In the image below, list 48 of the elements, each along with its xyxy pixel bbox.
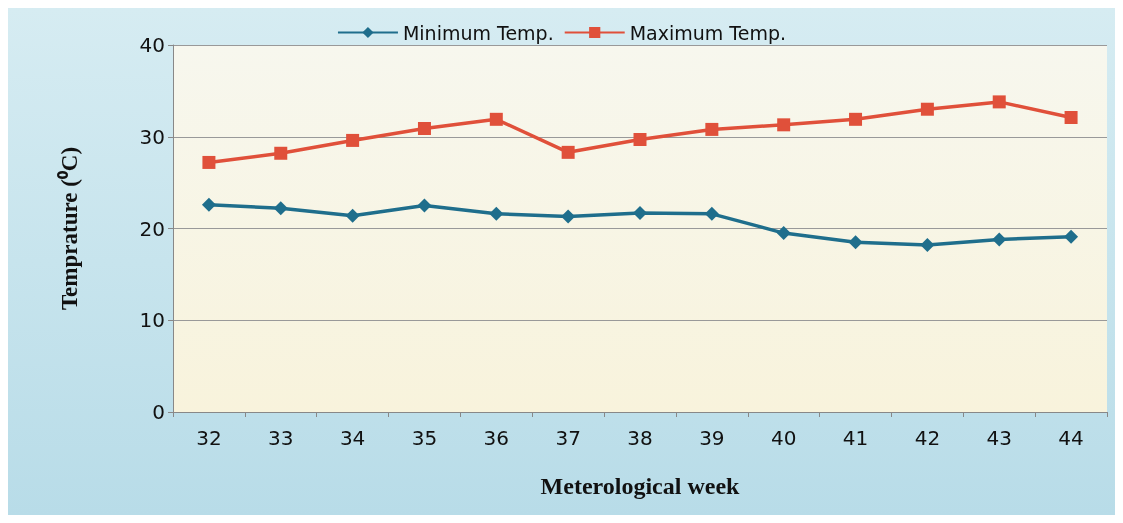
- point: [417, 121, 431, 135]
- point: [561, 209, 576, 224]
- y-axis-title: Temprature (⁰C): [56, 146, 82, 311]
- point: [776, 226, 791, 241]
- point: [1064, 229, 1079, 244]
- point: [849, 112, 863, 126]
- x-tick-label: 34: [339, 426, 366, 450]
- point: [992, 95, 1006, 109]
- x-axis-title: Meterological week: [540, 473, 741, 499]
- point: [202, 155, 216, 169]
- point: [346, 133, 360, 147]
- x-tick-label: 36: [483, 426, 510, 450]
- legend-label: Maximum Temp.: [629, 21, 787, 44]
- x-tick-label: 32: [196, 426, 222, 450]
- point: [705, 122, 719, 136]
- point: [704, 206, 719, 221]
- point: [992, 232, 1007, 247]
- point: [274, 146, 288, 160]
- x-tick-label: 33: [268, 426, 294, 450]
- legend-label: Minimum Temp.: [402, 21, 554, 44]
- x-tick-label: 42: [914, 426, 941, 450]
- point: [1064, 110, 1078, 124]
- point: [273, 201, 288, 216]
- point: [201, 197, 216, 212]
- point: [777, 118, 791, 132]
- y-tick-label: 10: [139, 308, 165, 333]
- y-tick-label: 30: [139, 124, 165, 149]
- x-tick-label: 41: [842, 426, 869, 450]
- x-tick-label: 40: [770, 426, 797, 450]
- point: [489, 206, 504, 221]
- point: [633, 133, 647, 146]
- x-tick-label: 37: [555, 426, 581, 450]
- point: [848, 235, 863, 250]
- point: [920, 238, 935, 253]
- point: [345, 208, 360, 223]
- point: [633, 205, 647, 220]
- point: [920, 102, 934, 116]
- x-tick-label: 44: [1058, 426, 1084, 450]
- y-tick-label: 0: [152, 400, 165, 424]
- point: [417, 198, 432, 213]
- x-tick-label: 35: [411, 426, 438, 450]
- y-tick-label: 40: [139, 33, 165, 57]
- point: [489, 112, 503, 126]
- x-tick-label: 38: [627, 426, 653, 450]
- x-tick-label: 43: [986, 426, 1012, 450]
- point: [561, 145, 575, 159]
- x-tick-label: 39: [699, 426, 725, 450]
- y-tick-label: 20: [139, 216, 165, 241]
